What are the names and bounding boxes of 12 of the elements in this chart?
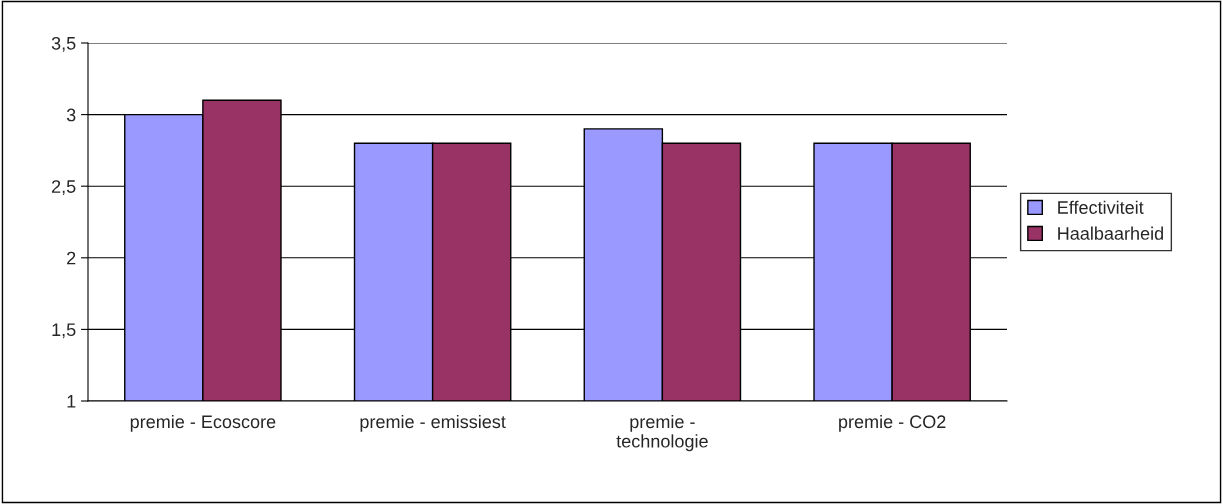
legend-label: Effectiviteit bbox=[1058, 200, 1144, 214]
y-tick-label: 2,5 bbox=[52, 180, 76, 196]
y-tick-label: 1,5 bbox=[52, 323, 76, 339]
x-tick-label: premie - Ecoscore bbox=[130, 414, 276, 432]
y-tick-label: 3,5 bbox=[51, 36, 76, 52]
x-tick-label: premie - technologie bbox=[616, 414, 708, 452]
x-tick-label: premie - emissiest bbox=[360, 414, 506, 432]
y-tick-label: 1 bbox=[67, 395, 76, 408]
y-tick-label: 2 bbox=[67, 251, 76, 265]
legend-label: Haalbaarheid bbox=[1058, 226, 1163, 240]
x-tick-label: premie - CO2 bbox=[839, 414, 946, 432]
y-tick-label: 3 bbox=[66, 108, 76, 122]
